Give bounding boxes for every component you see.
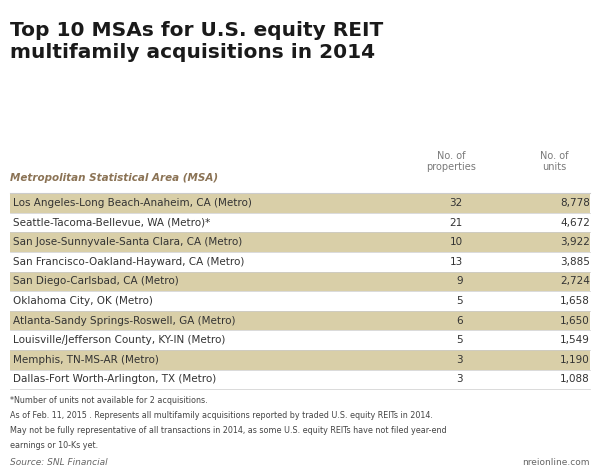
Bar: [10, 350, 590, 370]
Text: 4,672: 4,672: [560, 218, 590, 228]
Text: Louisville/Jefferson County, KY-IN (Metro): Louisville/Jefferson County, KY-IN (Metr…: [13, 335, 226, 345]
Text: San Jose-Sunnyvale-Santa Clara, CA (Metro): San Jose-Sunnyvale-Santa Clara, CA (Metr…: [13, 237, 242, 247]
Bar: [10, 311, 590, 331]
Text: Top 10 MSAs for U.S. equity REIT
multifamily acquisitions in 2014: Top 10 MSAs for U.S. equity REIT multifa…: [10, 20, 383, 62]
Text: San Francisco-Oakland-Hayward, CA (Metro): San Francisco-Oakland-Hayward, CA (Metro…: [13, 257, 244, 267]
Text: 3,922: 3,922: [560, 237, 590, 247]
Text: May not be fully representative of all transactions in 2014, as some U.S. equity: May not be fully representative of all t…: [10, 426, 447, 435]
Text: San Diego-Carlsbad, CA (Metro): San Diego-Carlsbad, CA (Metro): [13, 276, 179, 286]
Text: 1,549: 1,549: [560, 335, 590, 345]
Text: No. of
properties: No. of properties: [426, 151, 476, 172]
Text: Atlanta-Sandy Springs-Roswell, GA (Metro): Atlanta-Sandy Springs-Roswell, GA (Metro…: [13, 315, 236, 325]
Text: No. of
units: No. of units: [540, 151, 569, 172]
Text: 10: 10: [449, 237, 463, 247]
Text: Source: SNL Financial: Source: SNL Financial: [10, 458, 108, 467]
Text: 5: 5: [456, 335, 463, 345]
Text: 1,650: 1,650: [560, 315, 590, 325]
Text: 1,088: 1,088: [560, 374, 590, 384]
Text: 5: 5: [456, 296, 463, 306]
Text: 3: 3: [456, 355, 463, 365]
Text: 9: 9: [456, 276, 463, 286]
Text: 13: 13: [449, 257, 463, 267]
Text: Memphis, TN-MS-AR (Metro): Memphis, TN-MS-AR (Metro): [13, 355, 159, 365]
Text: 32: 32: [449, 198, 463, 208]
Text: 6: 6: [456, 315, 463, 325]
Bar: [10, 272, 590, 291]
Text: Oklahoma City, OK (Metro): Oklahoma City, OK (Metro): [13, 296, 153, 306]
Text: *Number of units not available for 2 acquisitions.: *Number of units not available for 2 acq…: [10, 396, 208, 405]
Text: 3,885: 3,885: [560, 257, 590, 267]
Text: 3: 3: [456, 374, 463, 384]
Text: 1,190: 1,190: [560, 355, 590, 365]
Text: Los Angeles-Long Beach-Anaheim, CA (Metro): Los Angeles-Long Beach-Anaheim, CA (Metr…: [13, 198, 252, 208]
Text: nreionline.com: nreionline.com: [523, 458, 590, 467]
Text: Seattle-Tacoma-Bellevue, WA (Metro)*: Seattle-Tacoma-Bellevue, WA (Metro)*: [13, 218, 210, 228]
Text: 2,724: 2,724: [560, 276, 590, 286]
Bar: [10, 232, 590, 252]
Text: 21: 21: [449, 218, 463, 228]
Text: 8,778: 8,778: [560, 198, 590, 208]
Text: Dallas-Fort Worth-Arlington, TX (Metro): Dallas-Fort Worth-Arlington, TX (Metro): [13, 374, 216, 384]
Text: Metropolitan Statistical Area (MSA): Metropolitan Statistical Area (MSA): [10, 173, 218, 183]
Text: As of Feb. 11, 2015 . Represents all multifamily acquisitions reported by traded: As of Feb. 11, 2015 . Represents all mul…: [10, 411, 433, 420]
Text: earnings or 10-Ks yet.: earnings or 10-Ks yet.: [10, 441, 98, 450]
Text: 1,658: 1,658: [560, 296, 590, 306]
Bar: [10, 193, 590, 213]
